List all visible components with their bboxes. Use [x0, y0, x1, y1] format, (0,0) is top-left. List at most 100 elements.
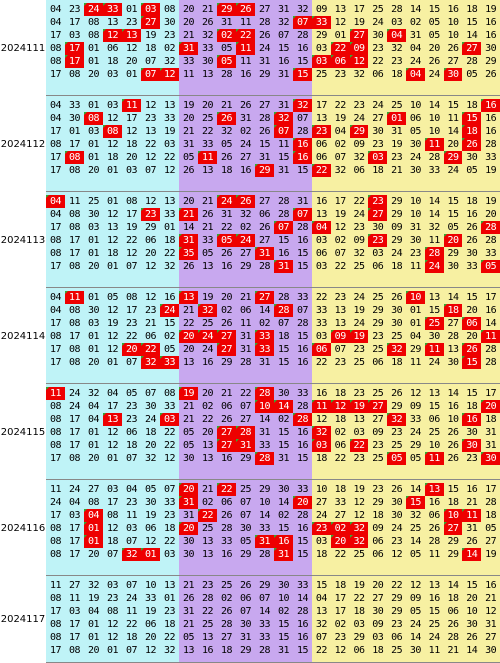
number-cell: 30	[466, 619, 478, 630]
number-cell: 20	[87, 549, 100, 560]
number-cell: 18	[391, 69, 403, 80]
number-cell: 21	[182, 126, 195, 137]
number-cell: 26	[466, 222, 478, 233]
number-cell: 08	[49, 549, 62, 560]
number-cell: 12	[106, 139, 119, 150]
number-cell: 05	[239, 536, 252, 547]
number-cell: 07	[258, 593, 271, 604]
number-cell: 11	[182, 69, 195, 80]
number-cell: 10	[447, 414, 459, 425]
number-cell: 26	[466, 632, 478, 643]
number-cell: 25	[391, 440, 403, 451]
number-cell: 04	[409, 331, 422, 342]
number-cell: 17	[68, 17, 81, 28]
number-cell-hit: 08	[84, 112, 103, 125]
number-cell-hit: 27	[217, 330, 236, 343]
number-cell: 08	[68, 209, 81, 220]
number-cell: 13	[163, 196, 176, 207]
number-cell: 31	[182, 139, 195, 150]
number-cell: 30	[277, 580, 290, 591]
number-cell: 11	[125, 510, 138, 521]
number-cell: 07	[315, 632, 328, 643]
number-cell: 26	[182, 261, 195, 272]
number-cell: 04	[68, 497, 81, 508]
number-cell: 16	[277, 248, 290, 259]
number-cell-hit: 27	[217, 343, 236, 356]
number-cell: 01	[87, 344, 100, 355]
number-cell: 08	[68, 261, 81, 272]
number-cell: 07	[144, 56, 157, 67]
number-cell: 15	[277, 619, 290, 630]
number-cell: 26	[485, 69, 497, 80]
number-cell-hit: 03	[160, 413, 179, 426]
number-cell: 24	[201, 344, 214, 355]
number-cell: 05	[182, 440, 195, 451]
number-cell: 22	[239, 388, 252, 399]
number-cell: 22	[163, 152, 176, 163]
number-cell: 32	[201, 30, 214, 41]
number-cell: 11	[428, 645, 441, 656]
number-cell-hit: 11	[481, 330, 500, 343]
number-cell: 12	[353, 497, 365, 508]
number-cell: 15	[428, 305, 441, 316]
number-cell: 03	[315, 43, 328, 54]
number-cell: 16	[201, 357, 214, 368]
number-cell: 15	[296, 165, 309, 176]
number-cell: 24	[353, 209, 365, 220]
number-cell: 18	[315, 453, 328, 464]
number-cell: 20	[466, 305, 478, 316]
number-cell: 11	[68, 593, 81, 604]
number-cell: 03	[163, 139, 176, 150]
number-cell: 01	[87, 152, 100, 163]
number-cell: 12	[353, 510, 365, 521]
number-cell-hit: 20	[443, 234, 463, 247]
number-cell: 07	[239, 510, 252, 521]
number-cell: 25	[409, 523, 422, 534]
number-cell-hit: 32	[122, 548, 141, 561]
number-cell: 16	[220, 261, 233, 272]
number-cell: 23	[68, 4, 81, 15]
number-cell: 29	[447, 549, 459, 560]
number-cell: 30	[239, 619, 252, 630]
number-cell: 31	[485, 619, 497, 630]
number-cell: 26	[428, 523, 441, 534]
number-cell-hit: 31	[179, 42, 198, 55]
number-cell-hit: 07	[274, 125, 293, 138]
number-cell: 25	[87, 196, 100, 207]
number-cell: 28	[296, 510, 309, 521]
number-cell: 05	[428, 30, 441, 41]
number-cell: 24	[68, 484, 81, 495]
number-cell-hit: 29	[255, 164, 274, 177]
number-cell: 01	[106, 196, 119, 207]
number-cell: 30	[466, 152, 478, 163]
number-cell: 01	[87, 292, 100, 303]
number-cell-hit: 05	[217, 55, 236, 68]
number-cell: 31	[409, 222, 422, 233]
number-cell: 06	[315, 139, 328, 150]
number-cell: 11	[239, 17, 252, 28]
number-cell: 18	[163, 235, 176, 246]
number-cell: 29	[485, 56, 497, 67]
number-cell: 06	[258, 209, 271, 220]
number-cell-hit: 12	[349, 55, 369, 68]
period-block: 11 24 27 03 04 05 07 20 21 22 25 29 30 33 10 18 19 23 26 14…	[46, 480, 500, 576]
number-cell: 07	[144, 388, 157, 399]
number-cell: 06	[144, 331, 157, 342]
number-cell-hit: 15	[406, 496, 425, 509]
number-cell: 27	[372, 593, 384, 604]
number-cell: 01	[68, 126, 81, 137]
number-cell: 07	[277, 318, 290, 329]
number-cell: 16	[485, 126, 497, 137]
number-cell: 32	[315, 619, 328, 630]
number-cell: 22	[163, 536, 176, 547]
section-cyan	[46, 384, 179, 479]
number-cell: 23	[163, 510, 176, 521]
number-cell: 17	[68, 235, 81, 246]
number-cell: 19	[87, 593, 100, 604]
number-cell: 20	[144, 440, 157, 451]
number-cell: 01	[87, 440, 100, 451]
number-cell-hit: 11	[424, 138, 444, 151]
section-yellow	[312, 576, 500, 662]
number-cell: 07	[239, 401, 252, 412]
number-cell-hit: 24	[236, 234, 255, 247]
